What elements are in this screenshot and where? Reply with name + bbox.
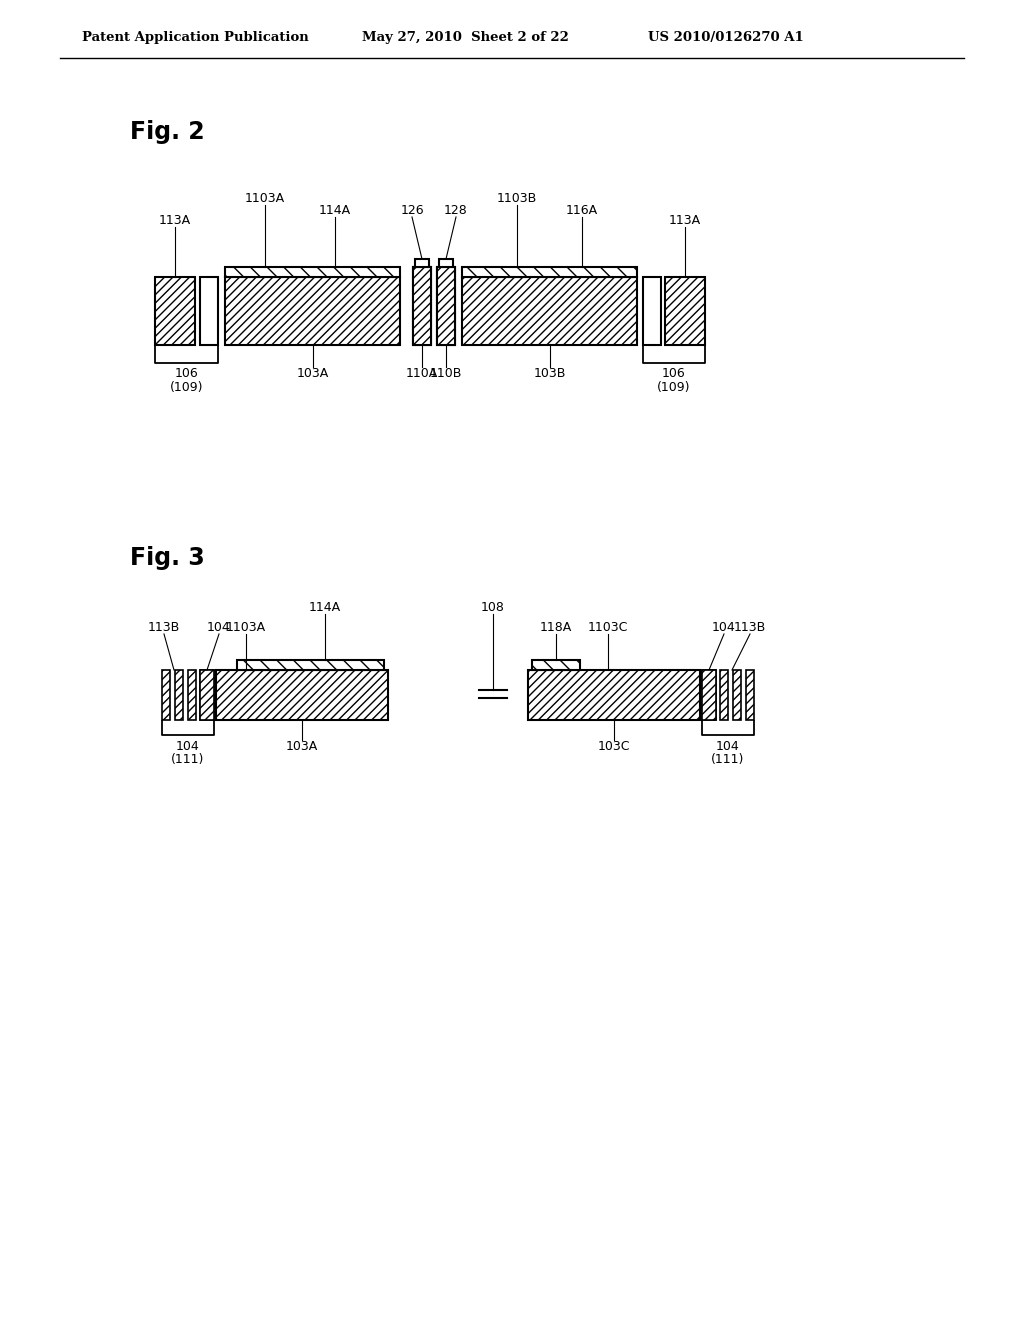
- Text: 108: 108: [481, 601, 505, 614]
- Bar: [733, 671, 741, 719]
- Text: Fig. 2: Fig. 2: [130, 120, 205, 144]
- Bar: [413, 267, 431, 345]
- Text: 114A: 114A: [318, 205, 351, 216]
- Bar: [200, 671, 214, 719]
- Text: 118A: 118A: [540, 620, 572, 634]
- Text: May 27, 2010  Sheet 2 of 22: May 27, 2010 Sheet 2 of 22: [362, 30, 569, 44]
- Bar: [462, 277, 637, 345]
- Text: 1103C: 1103C: [588, 620, 628, 634]
- Text: (111): (111): [712, 752, 744, 766]
- Text: (109): (109): [657, 381, 691, 393]
- Text: Patent Application Publication: Patent Application Publication: [82, 30, 309, 44]
- Text: 110A: 110A: [406, 367, 438, 380]
- Bar: [528, 671, 700, 719]
- Text: 106: 106: [175, 367, 199, 380]
- Bar: [702, 671, 716, 719]
- Bar: [225, 267, 400, 277]
- Text: 113B: 113B: [147, 620, 180, 634]
- Text: 110B: 110B: [430, 367, 462, 380]
- Text: 114A: 114A: [309, 601, 341, 614]
- Bar: [188, 671, 196, 719]
- Bar: [225, 277, 400, 345]
- Bar: [462, 267, 637, 277]
- Bar: [665, 277, 705, 345]
- Text: 116A: 116A: [566, 205, 598, 216]
- Text: 104: 104: [207, 620, 230, 634]
- Text: 113A: 113A: [159, 214, 191, 227]
- Bar: [532, 660, 581, 671]
- Text: 1103A: 1103A: [245, 191, 285, 205]
- Bar: [643, 277, 662, 345]
- Bar: [439, 259, 453, 267]
- Text: 113B: 113B: [734, 620, 766, 634]
- Text: 103C: 103C: [598, 741, 630, 752]
- Bar: [162, 671, 170, 719]
- Text: 104: 104: [716, 741, 740, 752]
- Text: 126: 126: [400, 205, 424, 216]
- Text: 1103A: 1103A: [226, 620, 266, 634]
- Text: 103B: 103B: [534, 367, 565, 380]
- Bar: [216, 671, 388, 719]
- Text: 1103B: 1103B: [497, 191, 538, 205]
- Text: 128: 128: [444, 205, 468, 216]
- Text: US 2010/0126270 A1: US 2010/0126270 A1: [648, 30, 804, 44]
- Bar: [437, 267, 455, 345]
- Text: 103A: 103A: [296, 367, 329, 380]
- Text: 103A: 103A: [286, 741, 318, 752]
- Text: (109): (109): [170, 381, 203, 393]
- Bar: [702, 671, 716, 719]
- Bar: [746, 671, 754, 719]
- Bar: [437, 267, 455, 345]
- Bar: [720, 671, 728, 719]
- Text: 106: 106: [663, 367, 686, 380]
- Bar: [415, 259, 429, 267]
- Bar: [155, 277, 195, 345]
- Bar: [175, 671, 183, 719]
- Bar: [237, 660, 384, 671]
- Bar: [200, 671, 214, 719]
- Text: 104: 104: [176, 741, 200, 752]
- Text: 104: 104: [712, 620, 736, 634]
- Text: (111): (111): [171, 752, 205, 766]
- Bar: [413, 267, 431, 345]
- Bar: [200, 277, 218, 345]
- Text: 113A: 113A: [669, 214, 701, 227]
- Text: Fig. 3: Fig. 3: [130, 546, 205, 570]
